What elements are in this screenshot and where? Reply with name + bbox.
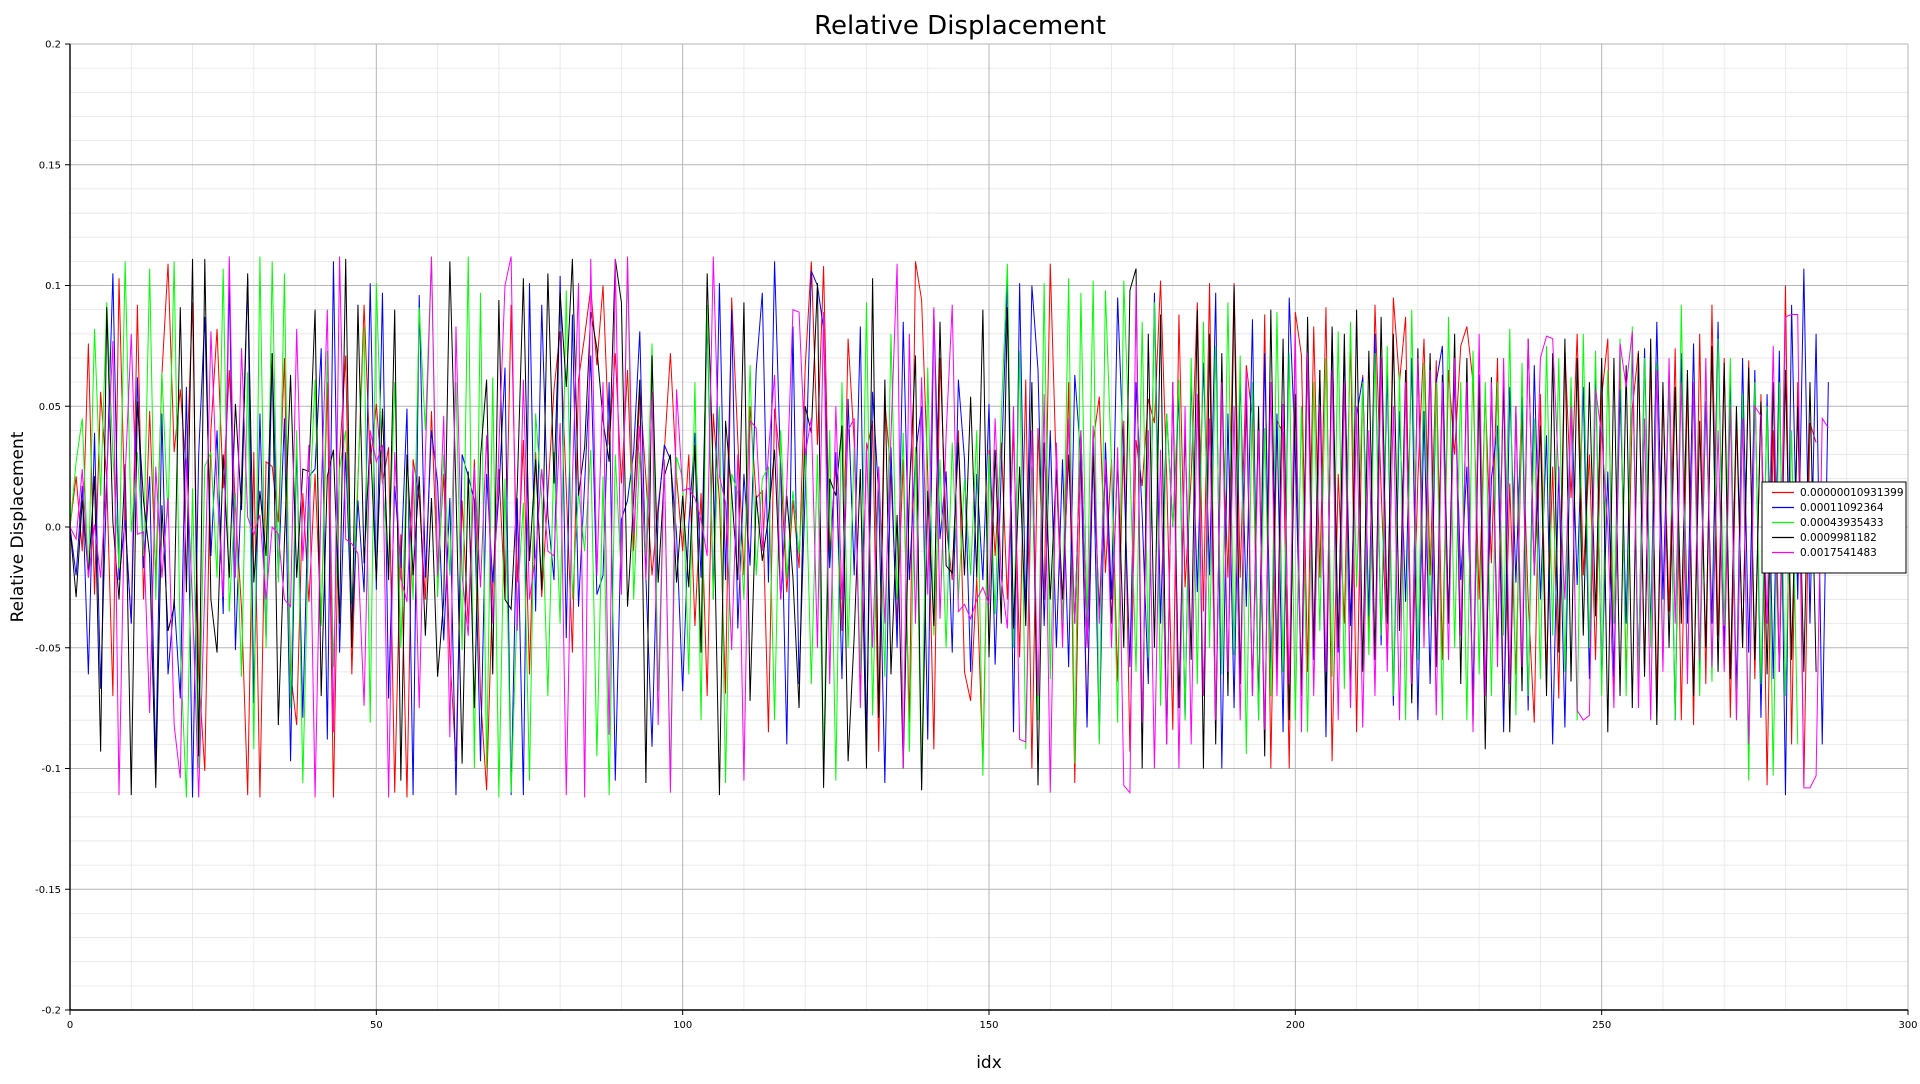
legend: 0.00000010931399 0.00011092364 0.000439354… — [1761, 481, 1907, 574]
y-tick-label: -0.05 — [35, 643, 61, 654]
plot-area — [70, 256, 1829, 798]
legend-label-2: 0.00011092364 — [1800, 502, 1884, 514]
legend-label-4: 0.0009981182 — [1800, 532, 1877, 544]
y-tick-label: -0.1 — [41, 764, 61, 775]
series-line-5 — [70, 256, 1829, 798]
legend-label-1: 0.00000010931399 — [1800, 487, 1904, 499]
y-tick-label: 0.2 — [45, 40, 61, 51]
legend-label-5: 0.0017541483 — [1800, 547, 1877, 559]
series-line-3 — [70, 256, 1799, 798]
y-tick-label: -0.15 — [35, 885, 61, 896]
x-axis-label: idx — [976, 1053, 1002, 1073]
y-tick-label: 0.15 — [39, 160, 61, 171]
series-lines — [70, 256, 1829, 798]
y-tick-label: 0.05 — [39, 402, 61, 413]
x-tick-label: 300 — [1898, 1020, 1917, 1031]
y-axis-label: Relative Displacement — [8, 431, 28, 622]
y-tick-label: -0.2 — [41, 1006, 61, 1017]
legend-box — [1761, 481, 1907, 574]
x-tick-label: 150 — [979, 1020, 998, 1031]
y-tick-label: 0.1 — [45, 281, 61, 292]
x-tick-label: 100 — [673, 1020, 692, 1031]
x-tick-label: 50 — [370, 1020, 383, 1031]
x-axis-ticks: 0 50 100 150 200 250 300 — [67, 1010, 1918, 1031]
x-tick-label: 0 — [67, 1020, 73, 1031]
x-tick-label: 250 — [1592, 1020, 1611, 1031]
x-tick-label: 200 — [1286, 1020, 1305, 1031]
y-tick-label: 0.0 — [45, 523, 61, 534]
legend-label-3: 0.00043935433 — [1800, 517, 1884, 529]
series-line-2 — [70, 261, 1829, 798]
chart-title: Relative Displacement — [814, 11, 1106, 41]
y-axis-ticks: -0.2 -0.15 -0.1 -0.05 0.0 0.05 0.1 0.15 0.2 — [35, 40, 70, 1017]
